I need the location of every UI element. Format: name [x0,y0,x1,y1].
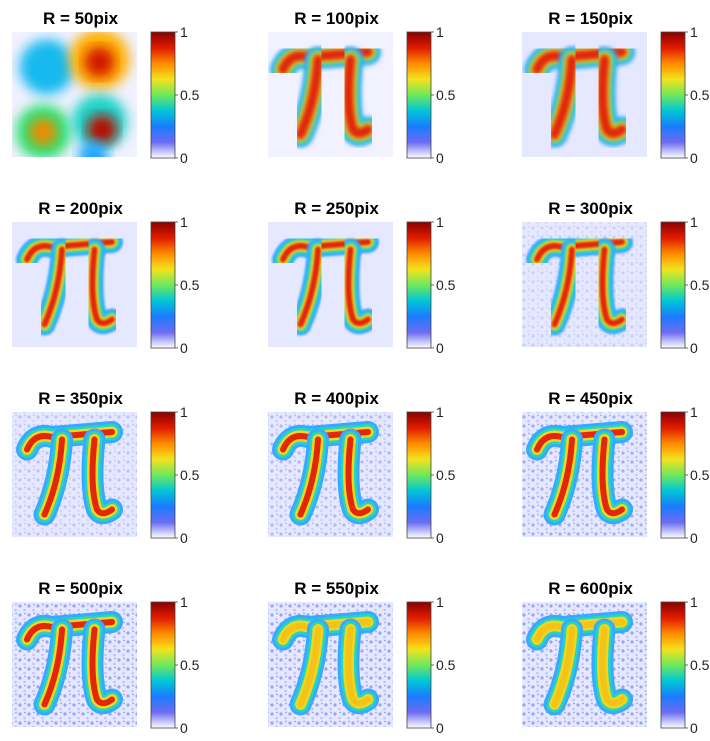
colorbar-tick-label: 0 [436,530,444,546]
panel-title: R = 50pix [43,9,119,28]
colorbar-tick-label: 0.5 [436,467,456,483]
panel-400: R = 400pix 0 0.5 1 [268,389,456,546]
image [15,32,130,157]
colorbar-tick-label: 0 [690,150,698,166]
panel-200: R = 200pix 0 0.5 1 [12,199,200,356]
colorbar-tick-label: 0 [690,340,698,356]
colorbar-tick-label: 1 [436,404,444,420]
colorbar-tick-label: 0 [180,720,188,736]
colorbar [406,221,432,349]
colorbar-tick-label: 1 [180,214,188,230]
colorbar-tick-label: 1 [690,404,698,420]
panel-title: R = 150pix [548,9,633,28]
image [524,39,635,148]
image [526,421,633,526]
colorbar [406,31,432,159]
colorbar-tick-label: 0.5 [436,277,456,293]
panel-title: R = 600pix [548,579,633,598]
colorbar-tick-label: 1 [436,214,444,230]
panel-title: R = 400pix [294,389,379,408]
image [526,231,633,336]
panel-150: R = 150pix 0 0.5 1 [522,9,710,166]
colorbar-tick-label: 0 [180,340,188,356]
panel-300: R = 300pix 0 0.5 1 [522,199,710,356]
colorbar [660,601,686,729]
colorbar [660,411,686,539]
panel-50: R = 50pix 0 0.5 1 [12,9,200,166]
colorbar [660,221,686,349]
colorbar-tick-label: 0.5 [180,277,200,293]
colorbar-tick-label: 0.5 [180,87,200,103]
image [16,421,123,526]
image [16,231,123,336]
colorbar-tick-label: 1 [436,594,444,610]
colorbar [150,31,176,159]
colorbar-tick-label: 1 [436,24,444,40]
colorbar-tick-label: 0 [180,150,188,166]
panel-title: R = 200pix [38,199,123,218]
panel-title: R = 550pix [294,579,379,598]
colorbar [660,31,686,159]
colorbar-tick-label: 0.5 [180,467,200,483]
image [526,611,633,716]
colorbar [150,411,176,539]
colorbar-tick-label: 0 [690,530,698,546]
colorbar-tick-label: 0.5 [436,87,456,103]
colorbar-tick-label: 0.5 [436,657,456,673]
colorbar-tick-label: 0 [690,720,698,736]
panel-500: R = 500pix 0 0.5 1 [12,579,200,736]
colorbar-tick-label: 0.5 [690,277,710,293]
panel-title: R = 300pix [548,199,633,218]
panel-title: R = 100pix [294,9,379,28]
panel-350: R = 350pix 0 0.5 1 [12,389,200,546]
colorbar-tick-label: 0.5 [690,87,710,103]
image [16,611,123,716]
colorbar-tick-label: 1 [180,594,188,610]
image [272,421,379,526]
image [272,231,379,336]
colorbar-tick-label: 1 [180,404,188,420]
colorbar-tick-label: 1 [690,594,698,610]
colorbar-tick-label: 0.5 [180,657,200,673]
colorbar-tick-label: 0 [180,530,188,546]
colorbar-tick-label: 0 [436,720,444,736]
colorbar [150,601,176,729]
panel-title: R = 450pix [548,389,633,408]
panel-100: R = 100pix 0 0.5 1 [268,9,456,166]
colorbar-tick-label: 0.5 [690,657,710,673]
colorbar-tick-label: 0 [436,340,444,356]
colorbar [406,411,432,539]
image [270,39,381,148]
colorbar-tick-label: 1 [690,214,698,230]
panel-250: R = 250pix 0 0.5 1 [268,199,456,356]
colorbar-tick-label: 1 [180,24,188,40]
panel-550: R = 550pix 0 0.5 1 [268,579,456,736]
image [272,611,379,716]
colorbar [406,601,432,729]
colorbar-tick-label: 0.5 [690,467,710,483]
colorbar [150,221,176,349]
panel-450: R = 450pix 0 0.5 1 [522,389,710,546]
panel-600: R = 600pix 0 0.5 1 [522,579,710,736]
colorbar-tick-label: 1 [690,24,698,40]
panel-title: R = 350pix [38,389,123,408]
panel-title: R = 500pix [38,579,123,598]
panel-title: R = 250pix [294,199,379,218]
colorbar-tick-label: 0 [436,150,444,166]
